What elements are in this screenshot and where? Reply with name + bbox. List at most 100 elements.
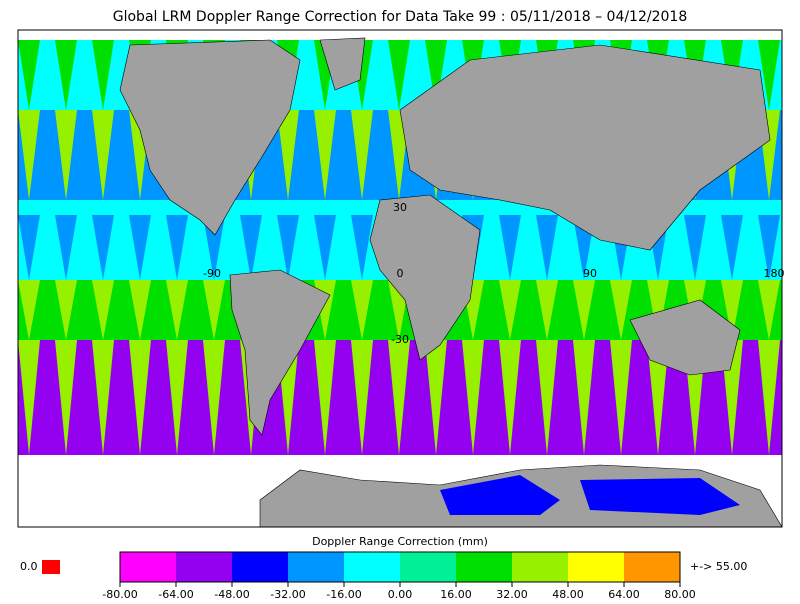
colorbar-tick-label: 0.00 bbox=[388, 588, 413, 600]
swath-stripe bbox=[758, 40, 780, 110]
north-america bbox=[119, 39, 301, 236]
swath-stripe bbox=[92, 215, 114, 280]
colorbar-tick-label: -48.00 bbox=[214, 588, 249, 600]
colorbar-tick-label: -16.00 bbox=[326, 588, 361, 600]
swath-stripe bbox=[388, 40, 410, 110]
swath-stripe bbox=[129, 340, 151, 455]
swath-stripe bbox=[92, 110, 114, 200]
antarctic-swath bbox=[440, 475, 740, 515]
colorbar-tick-label: -64.00 bbox=[158, 588, 193, 600]
swath-stripe bbox=[462, 200, 484, 215]
swath-stripe bbox=[129, 200, 151, 215]
eurasia bbox=[399, 44, 771, 251]
land bbox=[119, 37, 782, 527]
swath-stripe bbox=[92, 340, 114, 455]
swath-stripe bbox=[351, 280, 373, 340]
swath-stripe bbox=[18, 200, 40, 215]
colorbar-bin bbox=[120, 552, 176, 582]
swath-stripe bbox=[18, 340, 40, 455]
swath-stripe bbox=[351, 340, 373, 455]
swath-stripe bbox=[240, 200, 262, 215]
colorbar-tick-label: 32.00 bbox=[496, 588, 528, 600]
swath-stripe bbox=[462, 340, 484, 455]
swath-stripe bbox=[647, 280, 669, 340]
swath-stripe bbox=[758, 215, 780, 280]
swath-stripe bbox=[277, 110, 299, 200]
swath-stripe bbox=[610, 340, 632, 455]
swath-stripe bbox=[55, 280, 77, 340]
colorbar: -80.00 -64.00 -48.00 -32.00 -16.00 0.00 16.00 3… bbox=[42, 551, 747, 601]
swath-stripe bbox=[684, 200, 706, 215]
swath-stripe bbox=[55, 340, 77, 455]
title: Global LRM Doppler Range Correction for … bbox=[113, 9, 687, 25]
colorbar-bin bbox=[232, 552, 288, 582]
swath-stripe bbox=[610, 280, 632, 340]
swath-stripe bbox=[499, 280, 521, 340]
swath-stripe bbox=[129, 280, 151, 340]
colorbar-bin bbox=[568, 552, 624, 582]
swath-stripe bbox=[314, 340, 336, 455]
under-swatch bbox=[42, 560, 60, 574]
colorbar-tick-label: -80.00 bbox=[102, 588, 137, 600]
africa bbox=[369, 194, 481, 361]
swath-stripe bbox=[18, 110, 40, 200]
swath-stripe bbox=[18, 280, 40, 340]
swath-stripe bbox=[647, 340, 669, 455]
swath-stripe bbox=[55, 40, 77, 110]
colorbar-bin bbox=[344, 552, 400, 582]
swath-stripe bbox=[499, 215, 521, 280]
swath-stripe bbox=[166, 280, 188, 340]
colorbar-bin bbox=[456, 552, 512, 582]
swath-stripe bbox=[536, 340, 558, 455]
over-label: +-> 55.00 bbox=[690, 560, 747, 573]
swath-stripe bbox=[758, 280, 780, 340]
map-label: 0 bbox=[397, 267, 404, 280]
colorbar-tick-label: 16.00 bbox=[440, 588, 472, 600]
swath-stripe bbox=[277, 200, 299, 215]
swath-stripe bbox=[203, 340, 225, 455]
swath-stripe bbox=[314, 200, 336, 215]
swath-stripe bbox=[721, 280, 743, 340]
swath-stripe bbox=[203, 215, 225, 280]
map-label: 180 bbox=[764, 267, 785, 280]
colorbar-title: Doppler Range Correction (mm) bbox=[312, 535, 488, 548]
colorbar-tick-label: -32.00 bbox=[270, 588, 305, 600]
colorbar-tick-label: 80.00 bbox=[664, 588, 696, 600]
colorbar-bin bbox=[400, 552, 456, 582]
swath-stripe bbox=[55, 215, 77, 280]
swath-stripe bbox=[351, 215, 373, 280]
swath-stripe bbox=[351, 110, 373, 200]
swath-stripe bbox=[536, 215, 558, 280]
swath-stripe bbox=[92, 280, 114, 340]
swath-stripe bbox=[92, 200, 114, 215]
swath-stripe bbox=[203, 280, 225, 340]
swath-stripe bbox=[55, 110, 77, 200]
colorbar-bin bbox=[512, 552, 568, 582]
swath-stripe bbox=[721, 200, 743, 215]
greenland bbox=[319, 37, 366, 91]
swath-stripe bbox=[18, 40, 40, 110]
swath-stripe bbox=[18, 215, 40, 280]
swath-stripe bbox=[425, 340, 447, 455]
map-label: -30 bbox=[391, 333, 409, 346]
map-label: 90 bbox=[583, 267, 597, 280]
swath-stripe bbox=[573, 340, 595, 455]
swath-stripe bbox=[240, 215, 262, 280]
swath-stripe bbox=[684, 215, 706, 280]
south-america bbox=[229, 269, 331, 436]
swath-stripe bbox=[499, 340, 521, 455]
under-label: 0.0 bbox=[20, 560, 38, 573]
swath-stripe bbox=[277, 215, 299, 280]
colorbar-tick-label: 48.00 bbox=[552, 588, 584, 600]
swath-stripe bbox=[314, 110, 336, 200]
australia bbox=[629, 299, 741, 376]
map-label: -90 bbox=[203, 267, 221, 280]
swath-stripe bbox=[166, 215, 188, 280]
swath-stripe bbox=[573, 280, 595, 340]
swath-stripe bbox=[536, 280, 558, 340]
colorbar-bin bbox=[176, 552, 232, 582]
swath-stripe bbox=[129, 215, 151, 280]
map-frame bbox=[17, 29, 783, 528]
swath-stripe bbox=[758, 200, 780, 215]
